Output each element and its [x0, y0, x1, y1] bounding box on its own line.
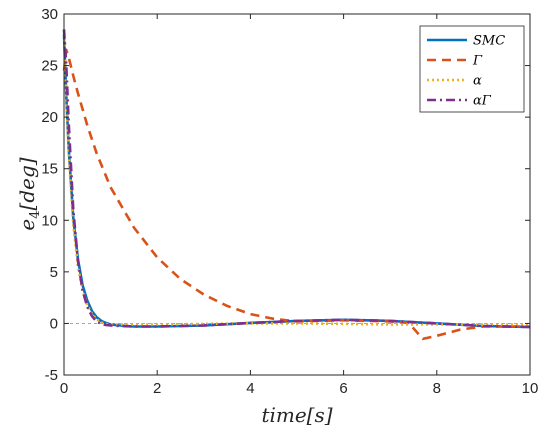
y-axis-label-subscript: 4: [28, 210, 43, 218]
axes: [63, 13, 531, 376]
y-axis-label-text: e4[deg]: [15, 157, 43, 230]
x-tick-label: 10: [522, 380, 539, 397]
x-tick-label: 4: [246, 380, 254, 397]
y-tick-label: 5: [50, 264, 58, 281]
x-tick-label: 0: [60, 380, 68, 397]
y-axis-label-unit: [deg]: [15, 157, 39, 210]
x-tick-label: 2: [153, 380, 161, 397]
series-line-2: [62, 48, 530, 341]
y-tick-label: -5: [45, 367, 58, 384]
y-tick-label: 0: [50, 315, 58, 332]
legend-label-4: αΓ: [473, 94, 492, 109]
legend: SMC Γα αΓ: [419, 25, 525, 113]
plot-frame: [63, 13, 531, 376]
legend-label-2: Γ: [472, 54, 483, 69]
y-tick-label: 10: [41, 212, 58, 229]
y-axis-label: e4[deg]: [15, 157, 43, 230]
y-tick-label: 30: [41, 6, 58, 23]
x-axis-label: time[s]: [261, 403, 332, 427]
y-tick-label: 20: [41, 109, 58, 126]
legend-label-1: SMC: [473, 34, 505, 49]
legend-label-3: α: [473, 74, 482, 89]
y-tick-label: 15: [41, 161, 58, 178]
x-tick-label: 8: [433, 380, 441, 397]
x-tick-label: 6: [339, 380, 347, 397]
series-layer: [62, 29, 531, 341]
y-tick-label: 25: [41, 58, 58, 75]
y-axis-label-base: e: [15, 219, 39, 231]
series-line-4: [62, 29, 531, 329]
